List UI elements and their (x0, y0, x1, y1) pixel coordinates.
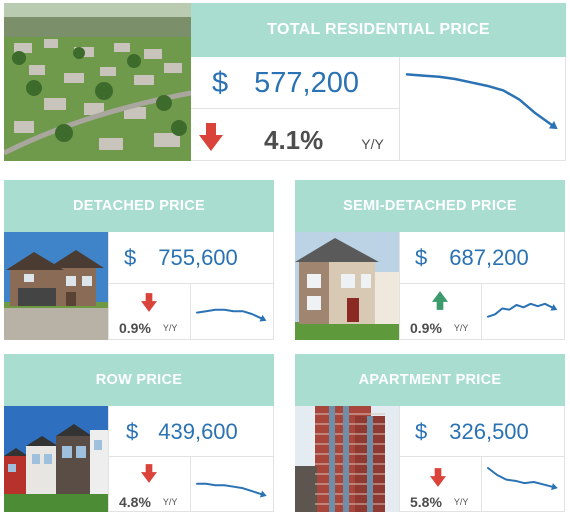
currency-symbol: $ (126, 419, 139, 444)
row-change: 4.8% Y/Y (119, 490, 177, 510)
change-percent: 0.9% (410, 320, 442, 336)
trend-line (487, 467, 553, 488)
detached-trend-chart (196, 308, 267, 322)
detached-price: $ 755,600 (124, 240, 238, 276)
currency-symbol: $ (415, 419, 428, 444)
price-value: 687,200 (449, 245, 529, 270)
apartment-trend-chart (487, 467, 558, 491)
divider (481, 283, 482, 340)
divider (399, 456, 565, 457)
row-trend-chart (196, 482, 267, 498)
change-label: Y/Y (361, 136, 384, 152)
trend-arrowhead (548, 121, 558, 130)
aerial-neighborhood-photo (4, 3, 191, 161)
up-arrow-icon (432, 291, 448, 310)
divider (399, 283, 565, 284)
divider (108, 232, 109, 340)
change-percent: 5.8% (410, 494, 442, 510)
trend-arrowhead (259, 314, 267, 322)
divider (108, 283, 274, 284)
change-percent: 4.8% (119, 494, 151, 510)
semi-detached-change: 0.9% Y/Y (410, 316, 468, 336)
divider (108, 406, 109, 512)
down-arrow-icon (141, 464, 157, 483)
price-value: 755,600 (158, 245, 238, 270)
trend-line (487, 302, 553, 318)
total-residential-title: TOTAL RESIDENTIAL PRICE (191, 3, 566, 57)
currency-symbol: $ (124, 245, 137, 270)
trend-line (196, 482, 262, 496)
divider (191, 108, 399, 109)
price-value: 439,600 (158, 419, 238, 444)
apartment-price: $ 326,500 (415, 414, 529, 450)
semi-detached-price: $ 687,200 (415, 240, 529, 276)
total-residential-trend-chart (405, 73, 558, 130)
divider (481, 456, 482, 512)
divider (190, 283, 191, 340)
detached-house-photo (4, 232, 108, 340)
row-price: $ 439,600 (126, 414, 238, 450)
divider (190, 456, 191, 512)
price-value: 577,200 (254, 66, 359, 99)
row-houses-photo (4, 406, 108, 512)
currency-symbol: $ (415, 245, 428, 270)
trend-line (196, 308, 262, 320)
trend-arrowhead (259, 490, 267, 498)
change-percent: 0.9% (119, 320, 151, 336)
change-percent: 4.1% (264, 125, 324, 155)
divider (399, 57, 400, 161)
trend-arrowhead (551, 483, 558, 491)
detached-change: 0.9% Y/Y (119, 316, 177, 336)
price-value: 326,500 (449, 419, 529, 444)
semi-detached-trend-chart (487, 302, 558, 318)
trend-arrowhead (550, 304, 558, 311)
divider (399, 232, 400, 340)
change-label: Y/Y (453, 323, 469, 333)
apartment-tower-photo (295, 406, 399, 512)
total-residential-price: $ 577,200 (212, 62, 359, 104)
trend-line (405, 73, 553, 126)
change-label: Y/Y (162, 497, 178, 507)
currency-symbol: $ (212, 66, 229, 99)
row-title: ROW PRICE (4, 354, 274, 406)
divider (399, 406, 400, 512)
apartment-change: 5.8% Y/Y (410, 490, 468, 510)
divider (108, 456, 274, 457)
total-residential-change: 4.1% Y/Y (264, 118, 384, 156)
down-arrow-icon (430, 468, 446, 487)
semi-detached-title: SEMI-DETACHED PRICE (295, 180, 565, 232)
detached-title: DETACHED PRICE (4, 180, 274, 232)
semi-detached-house-photo (295, 232, 399, 340)
down-arrow-icon (199, 123, 223, 151)
change-label: Y/Y (453, 497, 469, 507)
down-arrow-icon (141, 293, 157, 312)
apartment-title: APARTMENT PRICE (295, 354, 565, 406)
change-label: Y/Y (162, 323, 178, 333)
